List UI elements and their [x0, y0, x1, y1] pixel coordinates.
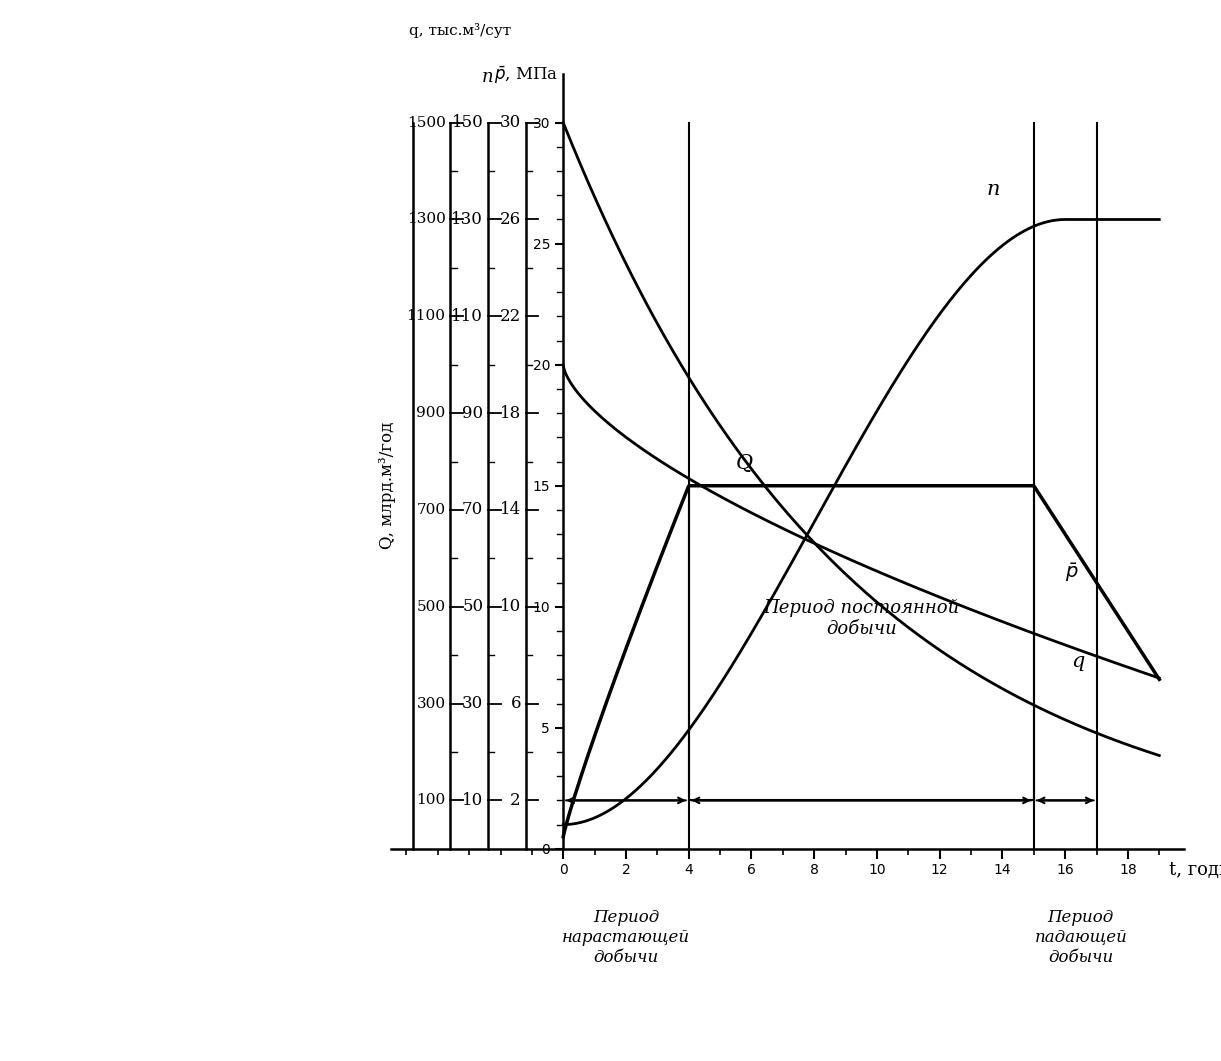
Text: $\bar{p}$: $\bar{p}$ [1065, 561, 1078, 584]
Text: 110: 110 [452, 308, 484, 325]
Text: 300: 300 [416, 697, 446, 711]
Text: n: n [482, 68, 493, 86]
Text: 900: 900 [416, 406, 446, 420]
Text: 150: 150 [452, 115, 484, 132]
Text: Q, млрд.м³/год: Q, млрд.м³/год [379, 422, 396, 550]
Text: n: n [987, 180, 1000, 199]
Text: $\bar{p}$, МПа: $\bar{p}$, МПа [493, 65, 558, 86]
Text: 6: 6 [510, 695, 521, 712]
Text: t, годы: t, годы [1168, 860, 1221, 879]
Text: 1100: 1100 [407, 310, 446, 324]
Text: Q: Q [736, 454, 753, 473]
Text: 10: 10 [462, 792, 484, 808]
Text: 70: 70 [462, 502, 484, 519]
Text: 1500: 1500 [407, 116, 446, 129]
Text: 26: 26 [499, 211, 521, 228]
Text: Период
нарастающей
добычи: Период нарастающей добычи [562, 909, 690, 966]
Text: 18: 18 [499, 404, 521, 421]
Text: q, тыс.м³/сут: q, тыс.м³/сут [409, 23, 510, 38]
Text: 100: 100 [416, 794, 446, 807]
Text: 30: 30 [499, 115, 521, 132]
Bar [689, 486, 1034, 800]
Text: 50: 50 [462, 598, 484, 615]
Text: 2: 2 [510, 792, 521, 808]
Text: 500: 500 [416, 599, 446, 613]
Text: 130: 130 [452, 211, 484, 228]
Text: 22: 22 [499, 308, 521, 325]
Text: 90: 90 [462, 404, 484, 421]
Text: 10: 10 [499, 598, 521, 615]
Text: 30: 30 [462, 695, 484, 712]
Text: 1300: 1300 [407, 212, 446, 226]
Text: 14: 14 [499, 502, 521, 519]
Text: q: q [1072, 653, 1084, 672]
Text: Период постоянной
добычи: Период постоянной добычи [763, 599, 960, 639]
Text: 700: 700 [416, 503, 446, 517]
Text: Период
падающей
добычи: Период падающей добычи [1034, 909, 1127, 966]
